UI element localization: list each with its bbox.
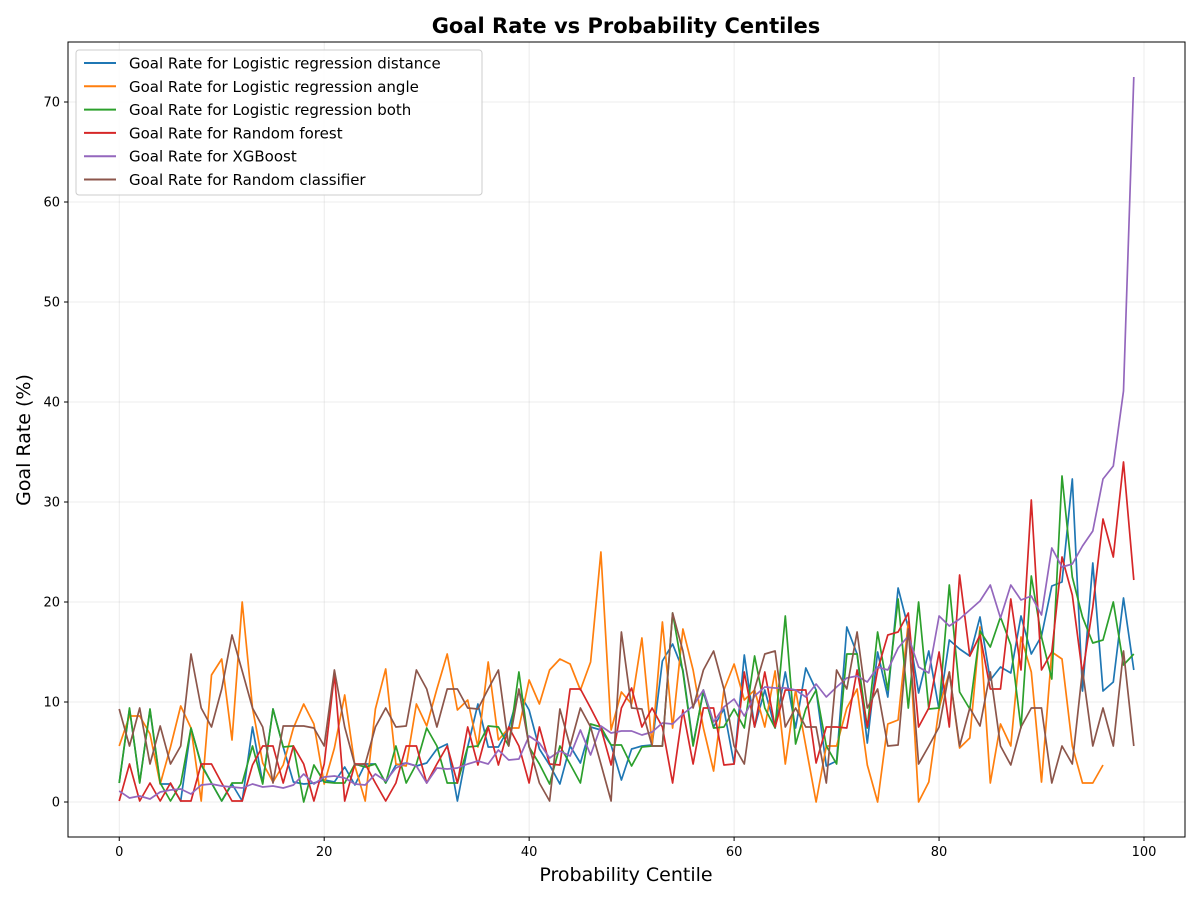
legend-label-5: Goal Rate for Random classifier bbox=[129, 171, 366, 189]
y-axis-label: Goal Rate (%) bbox=[13, 374, 35, 506]
y-tick-label: 30 bbox=[43, 496, 60, 511]
x-tick-label: 80 bbox=[931, 845, 948, 860]
y-tick-label: 40 bbox=[43, 396, 60, 411]
y-axis: 0 10 20 30 40 50 60 70 bbox=[43, 96, 68, 811]
y-tick-label: 60 bbox=[43, 196, 60, 211]
series-line-5 bbox=[118, 612, 1135, 802]
plot-area-frame bbox=[67, 41, 1186, 838]
x-tick-label: 0 bbox=[115, 845, 123, 860]
legend-label-3: Goal Rate for Random forest bbox=[129, 124, 343, 142]
legend-label-2: Goal Rate for Logistic regression both bbox=[129, 101, 411, 119]
legend-box bbox=[75, 49, 483, 196]
grid-lines bbox=[68, 42, 1185, 837]
x-tick-label: 40 bbox=[521, 845, 538, 860]
y-tick-label: 70 bbox=[43, 96, 60, 111]
legend-label-1: Goal Rate for Logistic regression angle bbox=[129, 78, 419, 96]
x-tick-label: 20 bbox=[316, 845, 333, 860]
x-axis: 0 20 40 60 80 100 bbox=[115, 837, 1156, 860]
series-line-2 bbox=[118, 475, 1135, 803]
series-line-4 bbox=[118, 76, 1135, 800]
y-tick-label: 0 bbox=[52, 796, 60, 811]
series-lines bbox=[118, 76, 1135, 803]
legend-label-4: Goal Rate for XGBoost bbox=[129, 148, 297, 166]
y-tick-label: 20 bbox=[43, 596, 60, 611]
x-tick-label: 100 bbox=[1132, 845, 1157, 860]
y-tick-label: 50 bbox=[43, 296, 60, 311]
chart-title: Goal Rate vs Probability Centiles bbox=[432, 14, 821, 38]
x-axis-label: Probability Centile bbox=[539, 864, 712, 886]
x-tick-label: 60 bbox=[726, 845, 743, 860]
legend: Goal Rate for Logistic regression distan… bbox=[75, 49, 483, 196]
y-tick-label: 10 bbox=[43, 696, 60, 711]
legend-label-0: Goal Rate for Logistic regression distan… bbox=[129, 55, 441, 73]
